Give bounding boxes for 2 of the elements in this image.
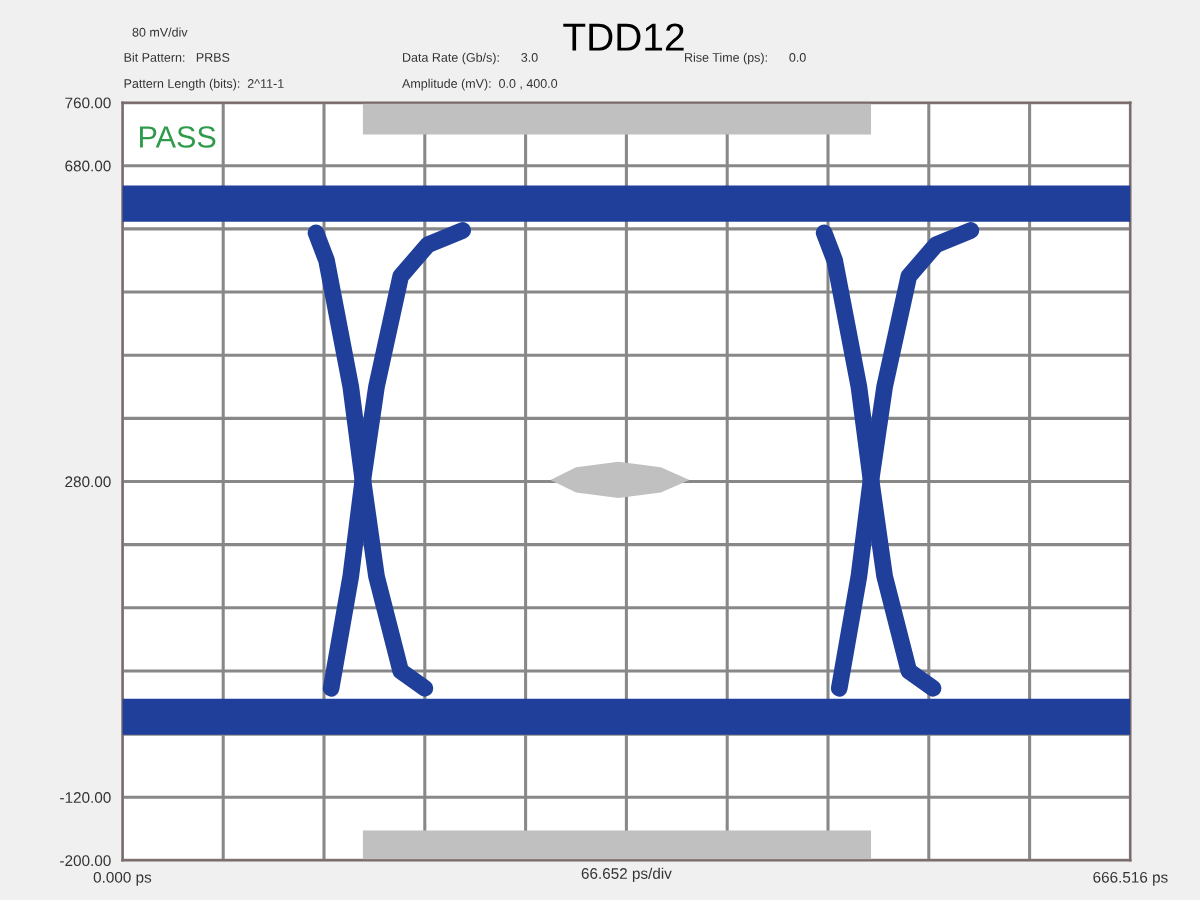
annotation: PASS xyxy=(140,126,216,148)
chart-title: TDD12 xyxy=(563,23,684,51)
